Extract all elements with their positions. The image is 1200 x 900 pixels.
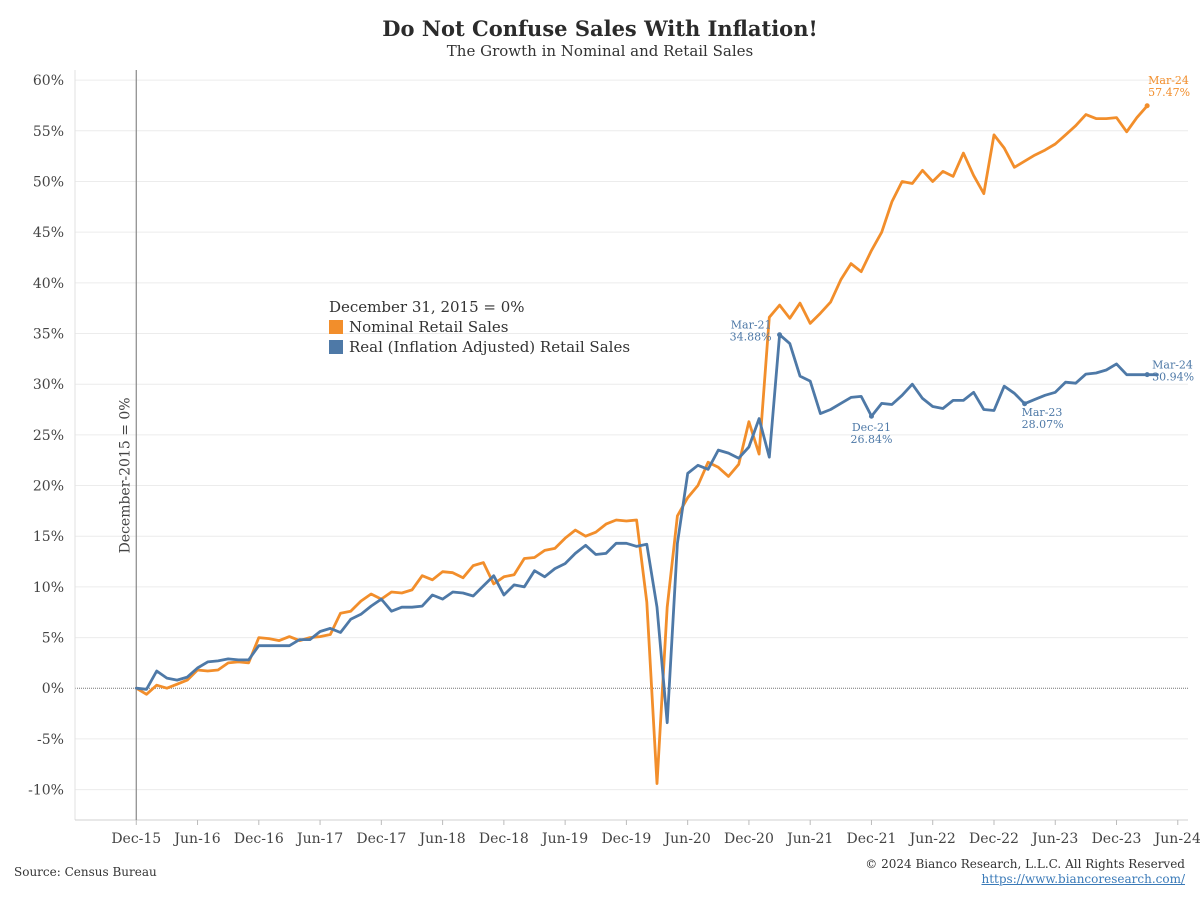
y-tick-label: 40% — [33, 276, 64, 292]
annotation-value-label: 57.47% — [1148, 86, 1190, 99]
y-tick-label: 35% — [33, 327, 64, 343]
annotation-point — [1144, 372, 1150, 378]
baseline-reference-label: December-2015 = 0% — [117, 397, 133, 553]
series-line-0 — [134, 104, 1149, 785]
annotation-date-label: Mar-24 — [1148, 74, 1189, 87]
annotation-date-label: Mar-24 — [1152, 359, 1193, 372]
annotation-point — [1144, 103, 1150, 109]
x-tick-label: Dec-16 — [234, 831, 284, 847]
source-note: Source: Census Bureau — [14, 865, 157, 879]
x-tick-label: Jun-24 — [1153, 831, 1200, 847]
legend-item-label: Nominal Retail Sales — [349, 318, 508, 336]
x-tick-label: Dec-17 — [356, 831, 406, 847]
y-tick-label: 60% — [33, 73, 64, 89]
y-tick-label: 10% — [33, 580, 64, 596]
legend-item-label: Real (Inflation Adjusted) Retail Sales — [349, 338, 630, 356]
y-tick-label: 50% — [33, 174, 64, 190]
axes: -10% -5% 0% 5% 10% 15% 20% 25% 30% 35% 40% 45% 50% 55… — [28, 70, 1200, 847]
series-lines — [134, 104, 1159, 785]
website-link[interactable]: https://www.biancoresearch.com/ — [981, 872, 1185, 886]
x-tick-label: Dec-18 — [479, 831, 529, 847]
annotation-value-label: 30.94% — [1152, 371, 1194, 384]
x-tick-label: Dec-15 — [111, 831, 161, 847]
y-tick-label: 0% — [42, 681, 64, 697]
legend-title: December 31, 2015 = 0% — [329, 298, 525, 316]
x-tick-label: Jun-22 — [908, 831, 956, 847]
x-tick-label: Jun-18 — [417, 831, 465, 847]
legend: December 31, 2015 = 0% Nominal Retail Sal… — [329, 298, 630, 356]
series-line-1 — [134, 333, 1159, 725]
copyright-note: © 2024 Bianco Research, L.L.C. All Right… — [865, 857, 1185, 871]
x-tick-label: Dec-23 — [1092, 831, 1142, 847]
x-tick-label: Dec-20 — [724, 831, 774, 847]
x-tick-label: Dec-22 — [969, 831, 1019, 847]
annotation-value-label: 34.88% — [730, 331, 772, 344]
y-tick-label: 55% — [33, 124, 64, 140]
legend-swatch — [329, 340, 343, 354]
annotation-point — [1022, 401, 1028, 407]
annotation-value-label: 26.84% — [850, 433, 892, 446]
x-tick-label: Jun-23 — [1030, 831, 1078, 847]
annotation-value-label: 28.07% — [1022, 418, 1064, 431]
annotation-point — [868, 413, 874, 419]
y-tick-label: 5% — [42, 631, 64, 647]
y-tick-label: 45% — [33, 225, 64, 241]
x-tick-label: Jun-16 — [172, 831, 220, 847]
x-tick-label: Jun-20 — [663, 831, 711, 847]
x-tick-label: Jun-21 — [785, 831, 833, 847]
annotation-date-label: Mar-21 — [731, 319, 772, 332]
x-tick-label: Jun-19 — [540, 831, 588, 847]
chart-subtitle: The Growth in Nominal and Retail Sales — [446, 42, 754, 60]
y-tick-label: 20% — [33, 479, 64, 495]
gridlines — [75, 79, 1188, 791]
x-tick-label: Dec-19 — [601, 831, 651, 847]
legend-swatch — [329, 320, 343, 334]
y-tick-label: 25% — [33, 428, 64, 444]
y-tick-label: -5% — [37, 732, 64, 748]
x-tick-label: Jun-17 — [295, 831, 343, 847]
y-tick-label: -10% — [28, 783, 64, 799]
y-tick-label: 30% — [33, 377, 64, 393]
x-tick-label: Dec-21 — [847, 831, 897, 847]
annotation-point — [777, 332, 783, 338]
annotation-date-label: Dec-21 — [852, 421, 891, 434]
annotation-date-label: Mar-23 — [1022, 406, 1063, 419]
annotations: Mar-2457.47%Mar-2134.88%Dec-2126.84%Mar-… — [730, 74, 1195, 446]
chart-title: Do Not Confuse Sales With Inflation! — [382, 16, 818, 41]
y-tick-label: 15% — [33, 529, 64, 545]
